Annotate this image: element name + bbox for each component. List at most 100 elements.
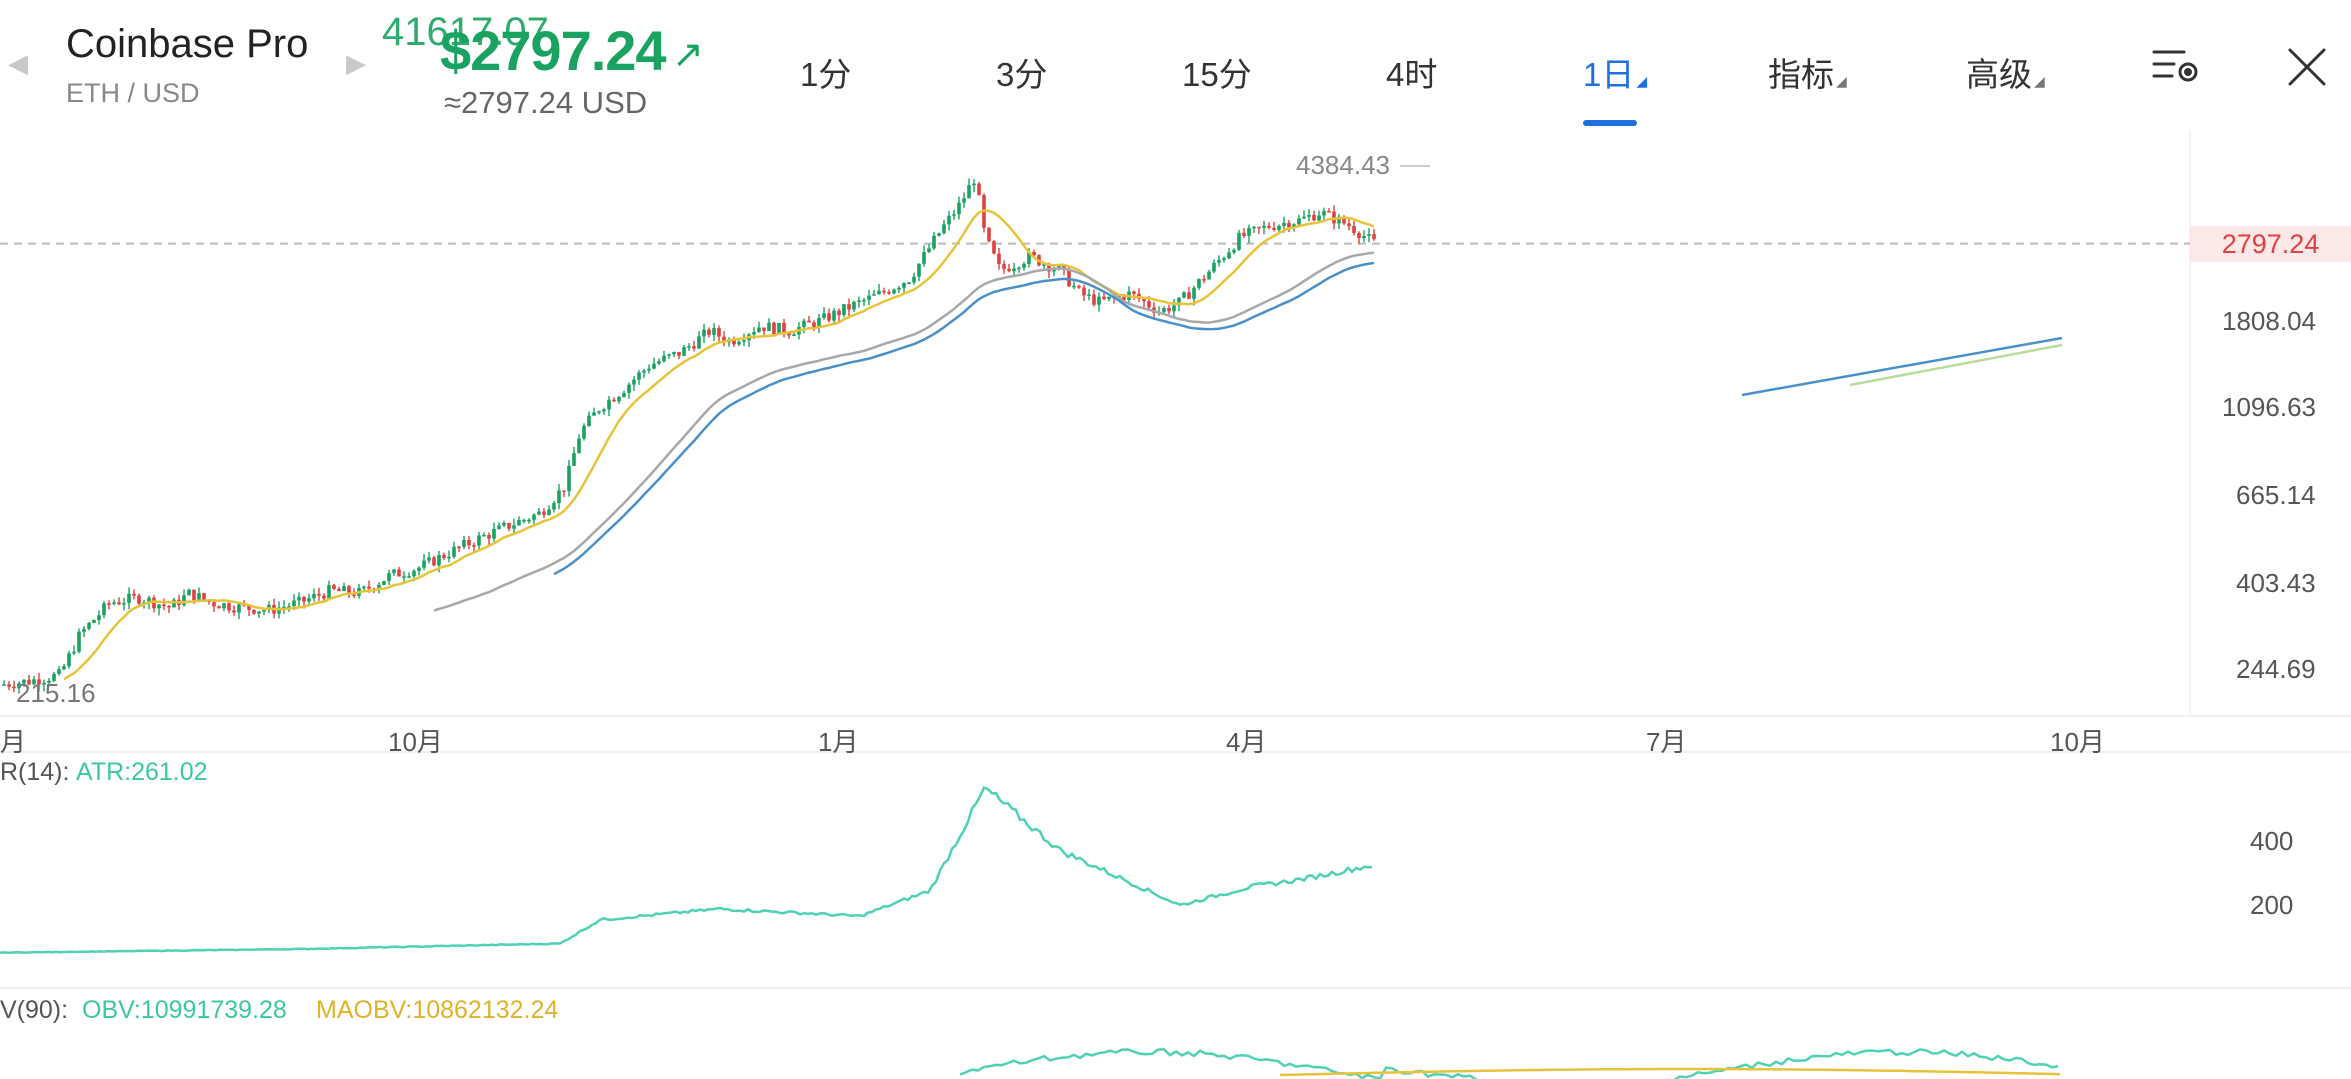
candle-body xyxy=(1237,232,1241,250)
next-arrow-icon[interactable]: ▶ xyxy=(346,48,366,78)
tab-indicators[interactable]: 指标 ◢ xyxy=(1768,48,1847,96)
ma-green-long-line xyxy=(1849,343,2063,387)
candle-body xyxy=(27,679,31,685)
tab-label: 高级 xyxy=(1966,56,2032,93)
candle-body xyxy=(332,585,336,589)
candle-body xyxy=(977,183,981,196)
candle-body xyxy=(877,290,881,295)
candle-body xyxy=(477,535,481,546)
candle-body xyxy=(1172,305,1176,312)
tab-3min[interactable]: 3分 xyxy=(996,48,1047,96)
candle-body xyxy=(287,606,291,608)
tab-advanced[interactable]: 高级 ◢ xyxy=(1966,48,2045,96)
candle-body xyxy=(662,355,666,362)
candle-body xyxy=(512,525,516,529)
dropdown-triangle-icon: ◢ xyxy=(1636,73,1648,89)
candle-body xyxy=(487,535,491,539)
candle-body xyxy=(1247,227,1251,237)
candle-body xyxy=(932,235,936,249)
candle-body xyxy=(1022,263,1026,268)
chart-settings-icon[interactable] xyxy=(2150,44,2202,88)
candle-body xyxy=(692,346,696,349)
candle-body xyxy=(1147,301,1151,308)
candle-body xyxy=(172,599,176,608)
candle-body xyxy=(292,600,296,607)
candle-body xyxy=(902,283,906,288)
candle-body xyxy=(2,684,6,686)
candle-body xyxy=(802,320,806,328)
dropdown-triangle-icon: ◢ xyxy=(1836,73,1847,89)
atr-y-tick: 400 xyxy=(2250,826,2294,856)
candle-body xyxy=(1242,232,1246,237)
candle-body xyxy=(707,329,711,335)
candle-body xyxy=(262,610,266,612)
candle-body xyxy=(402,576,406,578)
candle-body xyxy=(312,593,316,599)
candle-body xyxy=(907,282,911,284)
candle-body xyxy=(367,586,371,589)
high-price-label: 4384.43 xyxy=(1296,150,1390,180)
candle-body xyxy=(1292,224,1296,229)
candle-body xyxy=(882,290,886,293)
candle-body xyxy=(957,202,961,215)
candle-body xyxy=(297,596,301,601)
candle-body xyxy=(822,313,826,318)
candle-body xyxy=(57,669,61,674)
candle-body xyxy=(552,503,556,510)
x-tick-label: 10月 xyxy=(388,727,443,757)
candle-body xyxy=(827,313,831,321)
candle-body xyxy=(1257,226,1261,229)
candle-body xyxy=(612,399,616,402)
candle-body xyxy=(682,347,686,356)
candle-body xyxy=(202,593,206,600)
tab-1day[interactable]: 1日 ◢ xyxy=(1583,48,1647,96)
obv-line xyxy=(959,1048,2059,1079)
candle-body xyxy=(1052,269,1056,272)
candle-body xyxy=(1182,292,1186,298)
candle-body xyxy=(137,595,141,604)
y-tick-label: 1808.04 xyxy=(2222,306,2316,336)
candle-body xyxy=(952,214,956,216)
candle-body xyxy=(87,622,91,629)
candle-body xyxy=(567,465,571,492)
maobv-value: MAOBV:10862132.24 xyxy=(316,996,559,1024)
exchange-name[interactable]: Coinbase Pro xyxy=(66,22,309,66)
candle-body xyxy=(1222,258,1226,260)
close-icon[interactable] xyxy=(2282,42,2332,92)
candle-body xyxy=(67,653,71,667)
obv-value: OBV:10991739.28 xyxy=(82,996,287,1024)
candle-body xyxy=(282,606,286,609)
candle-body xyxy=(1337,216,1341,224)
candle-body xyxy=(872,294,876,296)
prev-arrow-icon[interactable]: ◀ xyxy=(8,48,28,78)
price-chart[interactable] xyxy=(0,130,2351,1079)
candle-body xyxy=(422,560,426,568)
candle-body xyxy=(1212,262,1216,272)
maobv-line xyxy=(1279,1067,2061,1077)
dropdown-triangle-icon: ◢ xyxy=(2034,73,2045,89)
tab-15min[interactable]: 15分 xyxy=(1182,48,1252,96)
tab-1min[interactable]: 1分 xyxy=(800,48,851,96)
candle-body xyxy=(527,519,531,522)
tab-label: 4时 xyxy=(1386,56,1438,93)
candle-body xyxy=(1327,211,1331,213)
candle-body xyxy=(1287,222,1291,229)
candle-body xyxy=(657,361,661,364)
tab-4hour[interactable]: 4时 xyxy=(1386,48,1437,96)
candle-body xyxy=(927,248,931,253)
candle-body xyxy=(122,603,126,605)
candle-body xyxy=(722,336,726,343)
candle-body xyxy=(1217,259,1221,263)
candle-body xyxy=(1177,297,1181,306)
candle-body xyxy=(1077,285,1081,288)
candle-body xyxy=(1347,223,1351,227)
candle-body xyxy=(1032,252,1036,256)
candle-body xyxy=(307,598,311,602)
candle-body xyxy=(132,593,136,596)
candle-body xyxy=(1362,235,1366,239)
candle-body xyxy=(627,384,631,393)
candle-body xyxy=(107,603,111,605)
candle-body xyxy=(1122,296,1126,300)
trend-arrow-icon: ↗ xyxy=(672,34,704,76)
tab-label: 1日 xyxy=(1583,56,1635,93)
